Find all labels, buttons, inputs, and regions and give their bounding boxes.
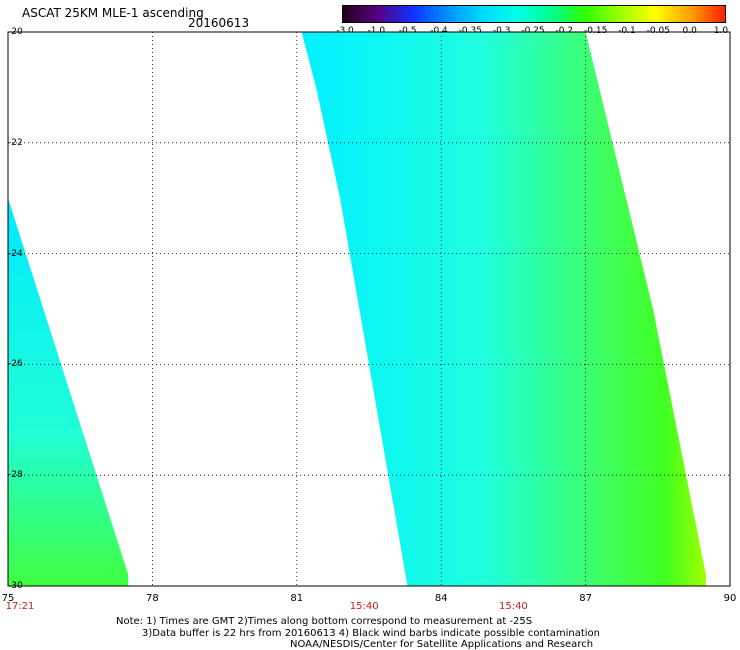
colorbar-label: -0.15: [584, 26, 608, 36]
chart-date: 20160613: [188, 16, 250, 30]
colorbar-label: -0.4: [430, 26, 448, 36]
y-tick-label: -26: [8, 359, 23, 370]
y-tick-label: -28: [8, 470, 23, 481]
x-tick-label: 84: [434, 593, 448, 604]
x-tick-label: 75: [1, 593, 15, 604]
note-line-3: NOAA/NESDIS/Center for Satellite Applica…: [290, 639, 594, 650]
note-line-1: Note: 1) Times are GMT 2)Times along bot…: [116, 616, 533, 627]
y-tick-label: -20: [8, 27, 23, 37]
colorbar-label: -0.25: [521, 26, 545, 36]
x-tick-label: 87: [579, 593, 592, 604]
colorbar-label: -0.1: [618, 26, 636, 36]
colorbar-label: 0.0: [682, 26, 697, 36]
chart-title: ASCAT 25KM MLE-1 ascending: [22, 6, 204, 20]
colorbar-label: -0.35: [458, 26, 482, 36]
y-tick-label: -24: [8, 248, 23, 259]
colorbar-label: -3.0: [336, 26, 354, 36]
x-tick-label: 90: [723, 593, 737, 604]
colorbar-label: -0.3: [492, 26, 511, 36]
left-swath: [8, 198, 129, 586]
colorbar-label: 1.0: [713, 26, 729, 36]
colorbar-label: -0.5: [398, 26, 417, 36]
note-line-2: 3)Data buffer is 22 hrs from 20160613 4)…: [142, 628, 600, 639]
colorbar-label: -1.0: [367, 26, 386, 36]
colorbar-label: -0.2: [555, 26, 574, 36]
x-tick-label: 81: [290, 593, 304, 604]
right-swath: [301, 32, 706, 586]
map-frame: [7, 31, 731, 587]
y-tick-label: -22: [8, 137, 23, 148]
pass-time-label: 15:40: [349, 601, 379, 612]
colorbar: [342, 5, 726, 23]
colorbar-label: -0.05: [646, 26, 670, 36]
pass-time-label: 15:40: [498, 601, 528, 612]
pass-time-label: 17:21: [5, 601, 35, 612]
y-tick-label: -30: [8, 581, 23, 591]
x-tick-label: 78: [146, 593, 159, 604]
